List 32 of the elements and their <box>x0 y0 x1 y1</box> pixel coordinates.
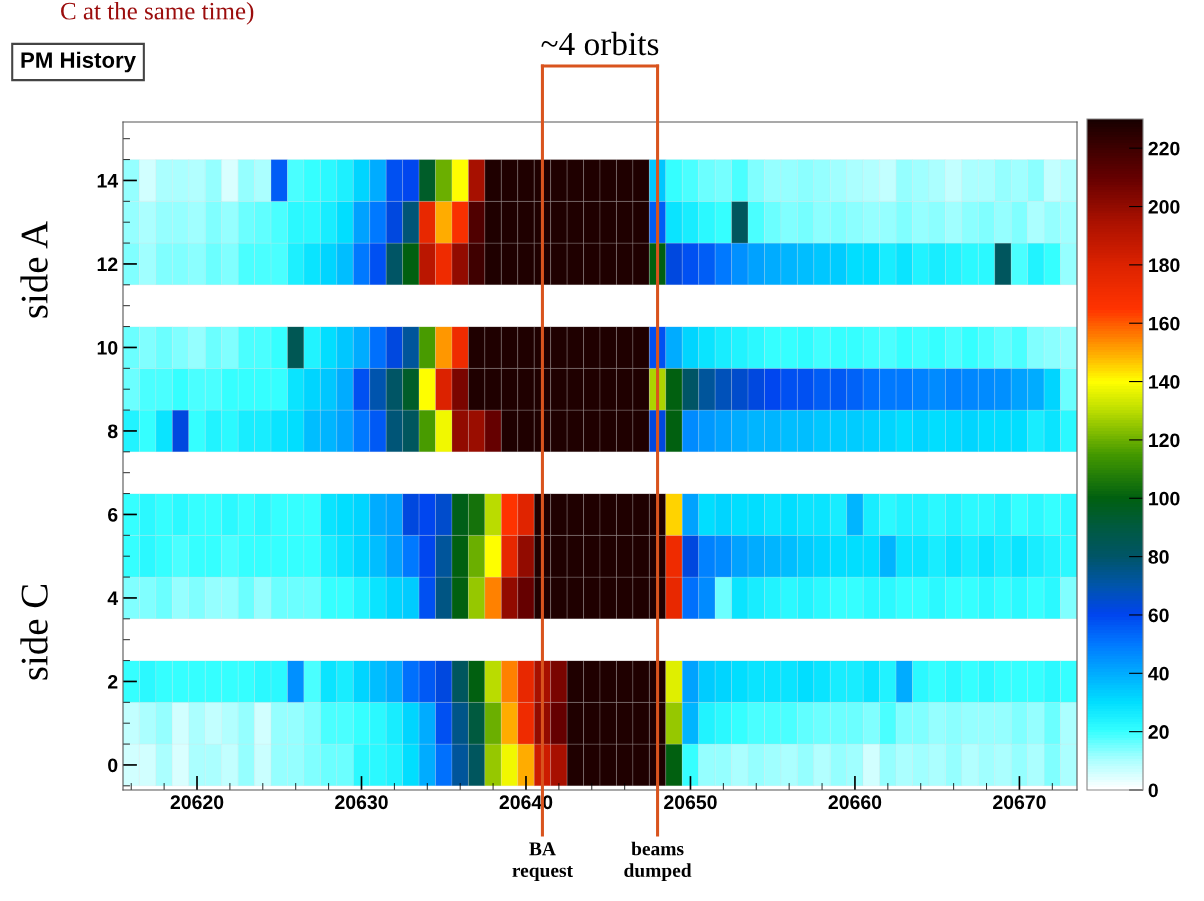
color-bar-label: 80 <box>1148 550 1169 564</box>
y-tick-label: 8 <box>107 424 118 439</box>
chart-title: PM History <box>21 51 136 73</box>
color-bar-label: 200 <box>1148 199 1180 214</box>
text: side C <box>20 584 48 680</box>
color-bar-label: 20 <box>1148 725 1169 739</box>
color-bar-label: 100 <box>1149 491 1180 506</box>
color-bar-label: 220 <box>1148 141 1180 156</box>
ref-line-label: BA request <box>512 842 573 881</box>
x-tick-label: 20660 <box>828 795 882 810</box>
color-bar-label: 120 <box>1149 433 1180 448</box>
text: ~4 orbits <box>541 31 659 56</box>
y-tick-label: 4 <box>107 591 119 605</box>
color-bar-label: 60 <box>1148 608 1169 623</box>
y-tick-label: 14 <box>97 174 119 188</box>
text: side A <box>20 221 48 318</box>
y-tick-label: 10 <box>97 340 118 355</box>
y-tick-label: 0 <box>108 758 118 773</box>
y-tick-label: 2 <box>108 674 118 689</box>
ref-line-label: beams dumped <box>624 841 692 881</box>
text: C at the same time) <box>61 2 254 25</box>
color-bar-label: 0 <box>1148 783 1158 798</box>
y-tick-label: 6 <box>108 507 118 522</box>
color-bar-label: 160 <box>1149 316 1180 331</box>
color-bar-label: 40 <box>1148 666 1169 681</box>
color-bar-label: 140 <box>1149 375 1180 389</box>
x-tick-label: 20620 <box>170 795 224 810</box>
x-tick-label: 20670 <box>993 795 1046 810</box>
x-tick-label: 20650 <box>664 795 717 810</box>
y-tick-label: 12 <box>97 257 118 271</box>
color-bar-label: 180 <box>1149 258 1180 273</box>
x-tick-label: 20630 <box>335 795 388 810</box>
